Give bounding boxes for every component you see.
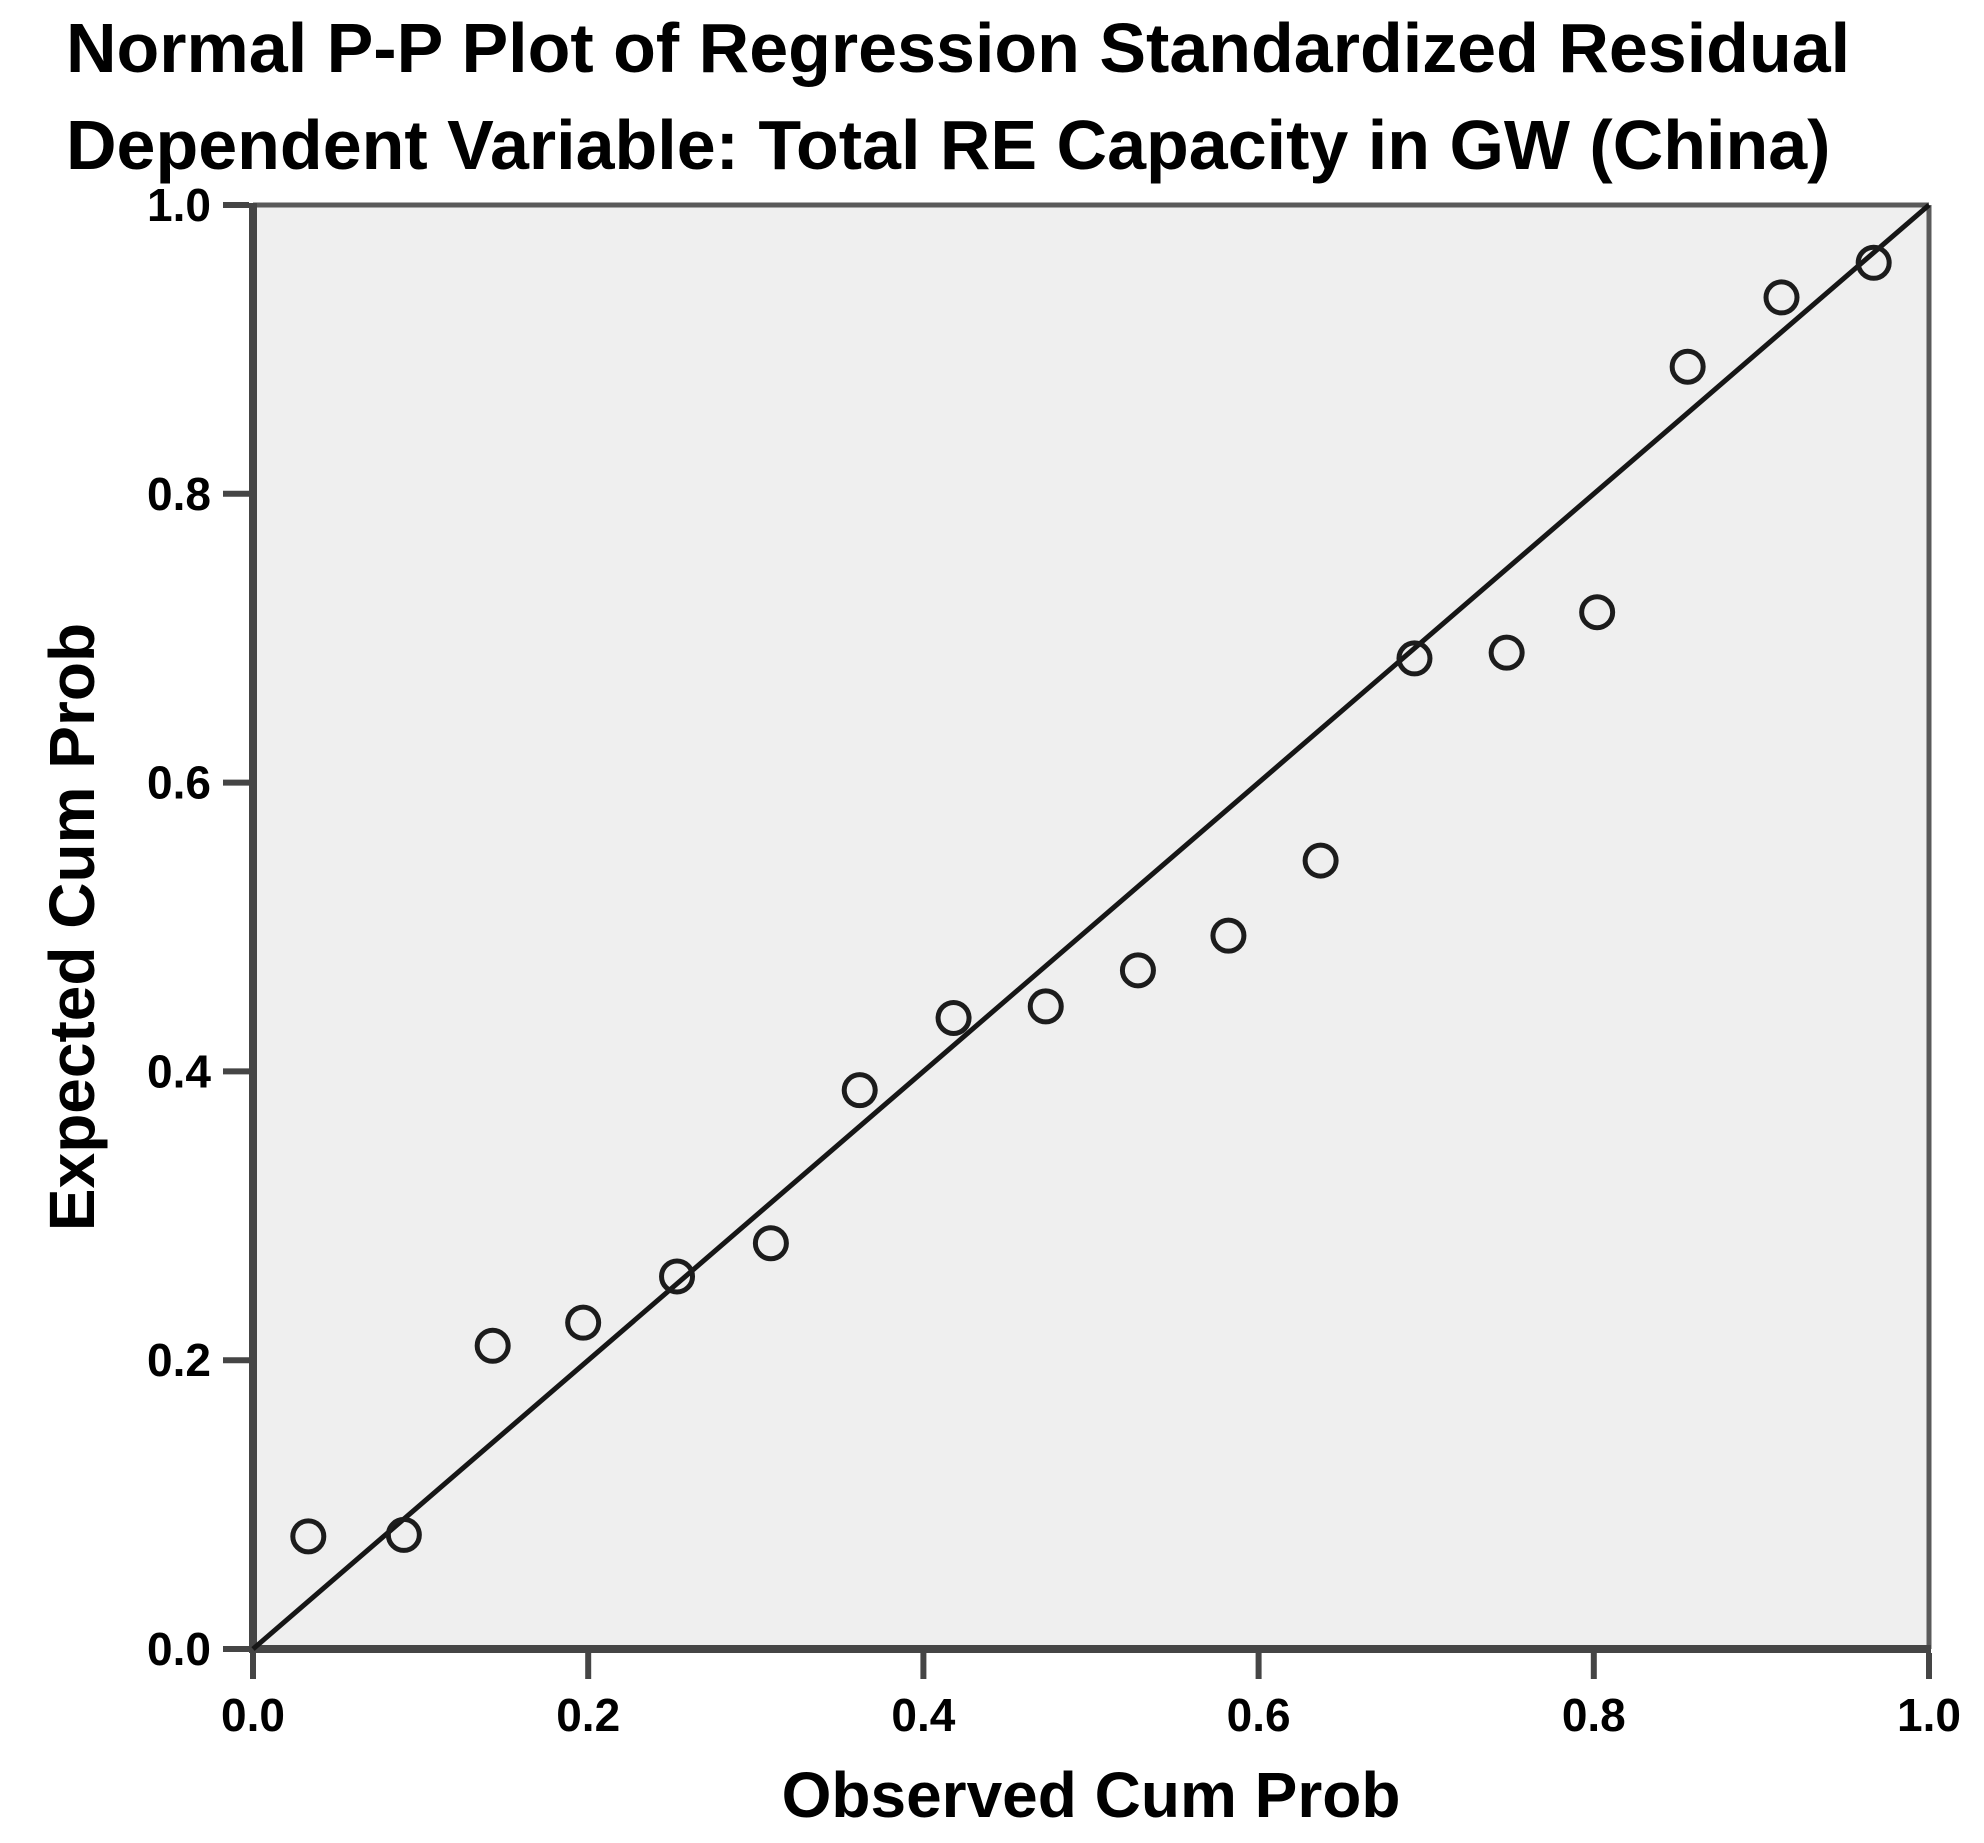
x-tick-label: 0.8 (1562, 1689, 1626, 1741)
reference-line (251, 203, 1931, 1651)
chart-subtitle: Dependent Variable: Total RE Capacity in… (66, 106, 1831, 184)
data-point (1119, 952, 1156, 989)
data-point (752, 1225, 789, 1262)
data-point (841, 1072, 878, 1109)
data-point (1763, 279, 1800, 316)
data-point (474, 1327, 511, 1364)
y-tick-label: 0.6 (147, 757, 211, 809)
y-tick-label: 1.0 (147, 179, 211, 231)
data-point (659, 1258, 696, 1295)
chart-title: Normal P-P Plot of Regression Standardiz… (66, 9, 1851, 87)
x-tick-label: 0.6 (1227, 1689, 1291, 1741)
data-point (1669, 348, 1706, 385)
x-tick-label: 0.4 (891, 1689, 955, 1741)
x-axis-title: Observed Cum Prob (781, 1759, 1401, 1831)
x-tick-label: 0.0 (221, 1689, 285, 1741)
data-point (1027, 988, 1064, 1025)
data-point (1855, 244, 1892, 281)
data-point (1488, 634, 1525, 671)
data-point (565, 1304, 602, 1341)
y-tick-label: 0.4 (147, 1045, 211, 1097)
y-tick-label: 0.2 (147, 1334, 211, 1386)
y-tick-label: 0.8 (147, 468, 211, 520)
data-point (935, 999, 972, 1036)
data-point (385, 1516, 422, 1553)
data-point (290, 1518, 327, 1555)
x-tick-label: 1.0 (1897, 1689, 1961, 1741)
data-point (1396, 640, 1433, 677)
data-point (1302, 842, 1339, 879)
x-tick-label: 0.2 (556, 1689, 620, 1741)
data-point (1579, 594, 1616, 631)
y-tick-label: 0.0 (147, 1623, 211, 1675)
data-point (1210, 917, 1247, 954)
